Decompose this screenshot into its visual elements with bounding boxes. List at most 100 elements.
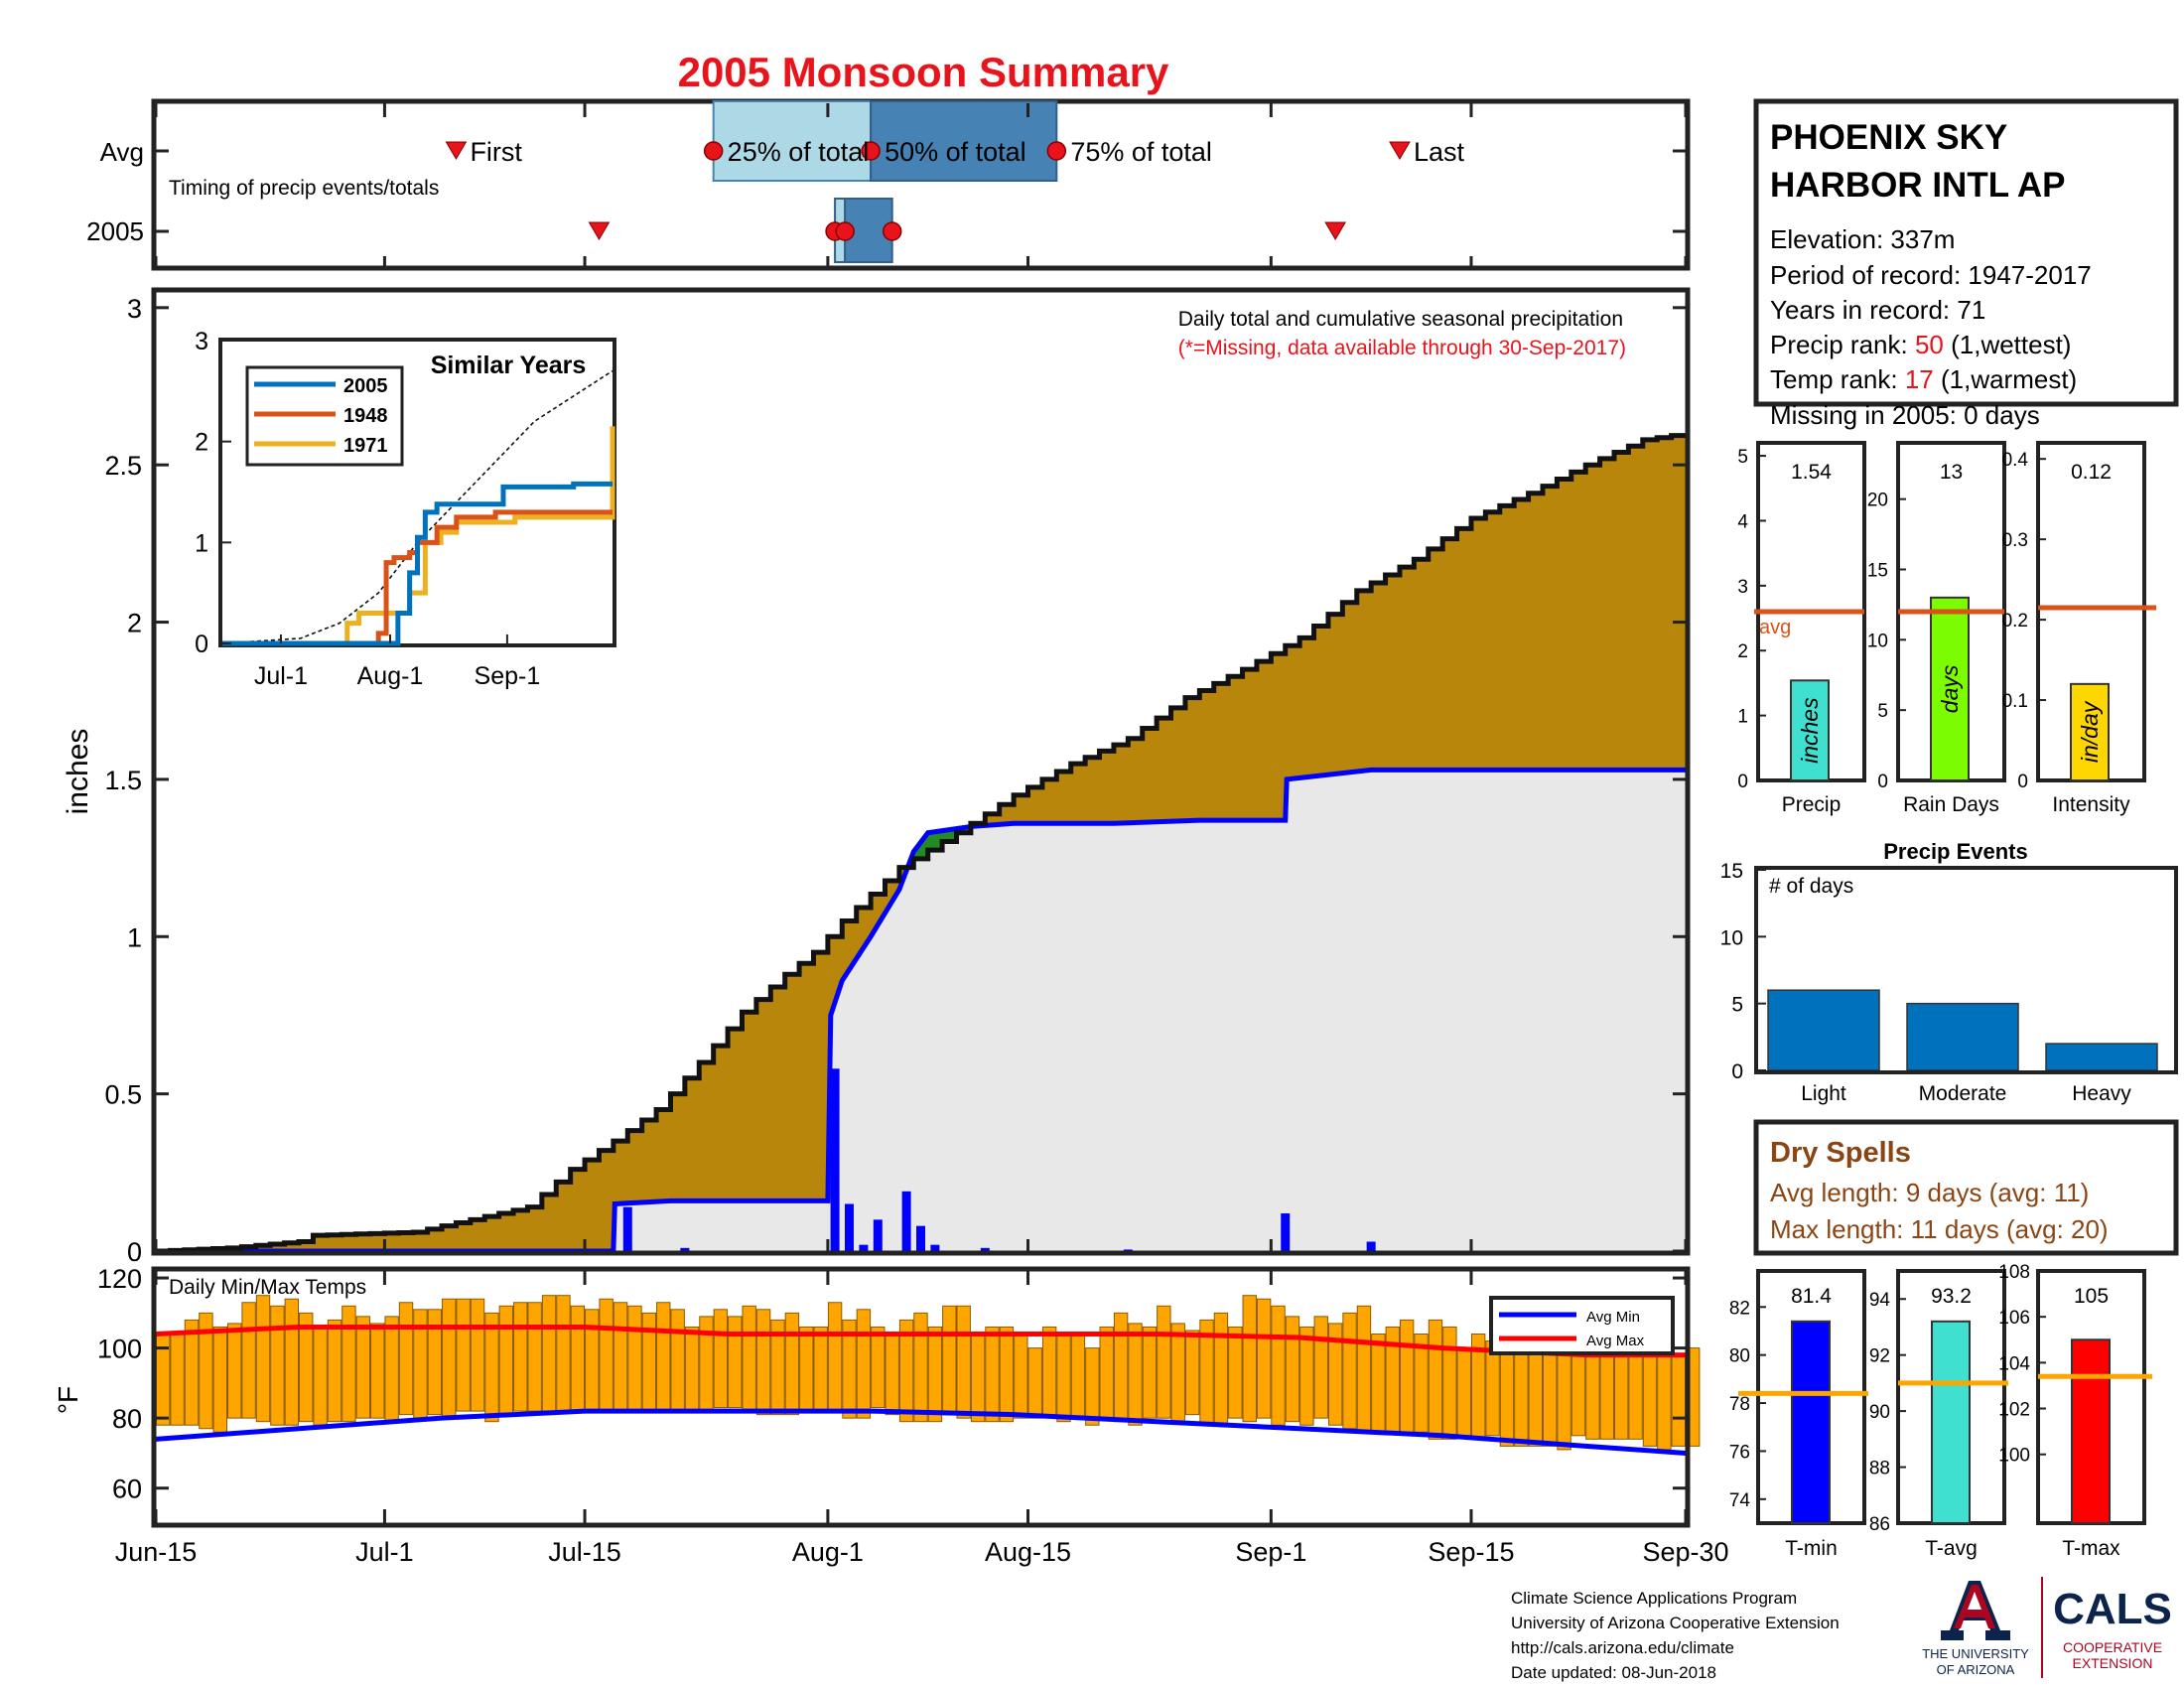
stat-ytick-label: 20: [1867, 491, 1888, 511]
temp-stat-ytick-label: 102: [1998, 1400, 2030, 1421]
inset-line-2005: [222, 481, 613, 646]
temp-panel: 60 80 100 120 Daily Min/Max Temps °F Avg Mi…: [53, 1264, 1701, 1528]
date-tick-label: Sep-30: [1642, 1537, 1728, 1567]
ua-text-line2: OF ARIZONA: [1937, 1662, 2015, 1677]
station-name-line2: HARBOR INTL AP: [1770, 166, 2066, 205]
temp-stat-ytick-label: 74: [1729, 1490, 1751, 1511]
university-of-arizona-logo: THE UNIVERSITY OF ARIZONA: [1922, 1581, 2029, 1677]
precip-ytick-label: 2: [127, 609, 142, 638]
daily-temp-bar: [1056, 1334, 1071, 1423]
daily-temp-bar: [713, 1309, 729, 1409]
avg-last-label: Last: [1414, 137, 1465, 167]
date-axis: Jun-15 Jul-1 Jul-15 Aug-1 Aug-15 Sep-1 Sep-15 S…: [115, 103, 1729, 1567]
temp-title: Daily Min/Max Temps: [169, 1276, 366, 1299]
daily-temp-bar: [999, 1326, 1015, 1423]
temp-stat-bar: [1931, 1320, 1971, 1525]
event-category-label: Moderate: [1919, 1082, 2007, 1105]
daily-temp-bar: [541, 1295, 557, 1412]
daily-temp-bar: [456, 1298, 471, 1412]
avg-q75-label: 75% of total: [1070, 137, 1212, 167]
daily-precip-bar: [844, 1203, 854, 1251]
daily-temp-bar: [341, 1305, 356, 1423]
daily-temp-bar: [985, 1326, 1000, 1423]
stat-ytick-label: 2: [1737, 641, 1748, 662]
station-elevation: Elevation: 337m: [1770, 224, 1955, 254]
daily-temp-bar: [1514, 1347, 1529, 1447]
stat-value-label: 1.54: [1791, 461, 1832, 484]
temp-stat-ytick-label: 86: [1869, 1514, 1890, 1535]
inset-legend-label: 2005: [343, 375, 388, 397]
daily-temp-bar: [1213, 1312, 1229, 1426]
daily-temp-bar: [1113, 1312, 1129, 1423]
temp-stat-ytick-label: 100: [1998, 1446, 2030, 1467]
daily-temp-bar: [212, 1326, 228, 1433]
daily-temp-bar: [927, 1326, 943, 1423]
daily-temp-bar: [1128, 1323, 1143, 1426]
stat-value-bar: [1790, 679, 1830, 781]
stat-value-bar: [2070, 682, 2110, 781]
avg-q75-marker: [1046, 141, 1067, 161]
daily-temp-bar: [755, 1309, 771, 1416]
timing-subtitle: Timing of precip events/totals: [169, 177, 439, 200]
daily-temp-bar: [784, 1312, 800, 1416]
stat-ytick-label: 0.3: [2002, 530, 2028, 551]
station-name-line1: PHOENIX SKY: [1770, 118, 2007, 157]
stat-category-label: Intensity: [2052, 793, 2130, 816]
temp-ytick-label: 100: [97, 1335, 142, 1364]
timing-markers: First 25% of total 50% of total 75% of tota…: [156, 100, 1686, 263]
daily-temp-bar: [1428, 1319, 1443, 1440]
daily-temp-bar: [656, 1302, 671, 1412]
date-tick-label: Jul-15: [548, 1537, 621, 1567]
date-tick-label: Aug-15: [985, 1537, 1071, 1567]
temp-stat-ytick-label: 82: [1729, 1298, 1750, 1319]
daily-temp-bar: [1027, 1347, 1042, 1419]
date-tick-label: Jun-15: [115, 1537, 198, 1567]
inset-line-1948: [222, 509, 613, 646]
stat-avg-text: avg: [1759, 617, 1791, 638]
daily-temp-bar: [170, 1334, 185, 1426]
inset-xtick-label: Jul-1: [254, 662, 308, 690]
daily-temp-bar: [1256, 1298, 1272, 1419]
temp-stat-ytick-label: 88: [1869, 1459, 1890, 1479]
temp-ytick-label: 120: [97, 1264, 142, 1294]
daily-temp-bar: [1399, 1319, 1415, 1433]
stat-ytick-label: 4: [1737, 511, 1748, 532]
precip-plot: [156, 433, 1689, 1254]
stat-ytick-label: 1: [1737, 707, 1748, 728]
daily-precip-bar: [680, 1247, 690, 1251]
inset-legend-label: 1948: [343, 405, 388, 427]
inset-xtick-label: Sep-1: [475, 662, 541, 690]
daily-temp-bar: [570, 1305, 586, 1412]
daily-precip-bar: [1123, 1249, 1133, 1251]
temp-stat-label: T-avg: [1925, 1537, 1978, 1560]
daily-temp-bar: [1327, 1323, 1343, 1426]
avg-q50-q75-box: [870, 100, 1058, 182]
temp-stat-ytick-label: 78: [1729, 1394, 1750, 1415]
temp-stat-ytick-label: 92: [1869, 1346, 1890, 1367]
daily-temp-bar: [556, 1295, 571, 1412]
daily-temp-bar: [498, 1305, 514, 1416]
daily-temp-bar: [427, 1309, 443, 1416]
daily-temp-bar: [327, 1319, 342, 1423]
inset-legend-label: 1971: [343, 435, 388, 457]
daily-precip-bar: [980, 1247, 990, 1251]
figure-title: 2005 Monsoon Summary: [678, 49, 1169, 95]
event-bar: [2045, 1043, 2158, 1071]
legend-avg-min-label: Avg Min: [1586, 1309, 1640, 1326]
date-tick-label: Sep-1: [1235, 1537, 1306, 1567]
avg-below-area: [156, 770, 1686, 1251]
event-category-label: Light: [1801, 1082, 1846, 1105]
similar-years-inset: 0 1 2 3 Jul-1 Aug-1 Sep-1 Similar Years 2005 19…: [195, 328, 616, 690]
date-tick-label: Jul-1: [355, 1537, 414, 1567]
daily-temp-bar: [942, 1305, 957, 1416]
daily-temp-bar: [813, 1326, 828, 1412]
temp-stat-ytick-label: 80: [1729, 1346, 1750, 1367]
precip-note: Daily total and cumulative seasonal prec…: [1178, 308, 1623, 331]
daily-temp-bar: [670, 1309, 685, 1412]
daily-temp-bar: [684, 1326, 700, 1412]
temp-frame: [151, 1266, 1691, 1528]
daily-temp-bar: [613, 1302, 628, 1412]
daily-temp-bar: [1014, 1334, 1028, 1419]
daily-temp-bar: [742, 1305, 756, 1412]
